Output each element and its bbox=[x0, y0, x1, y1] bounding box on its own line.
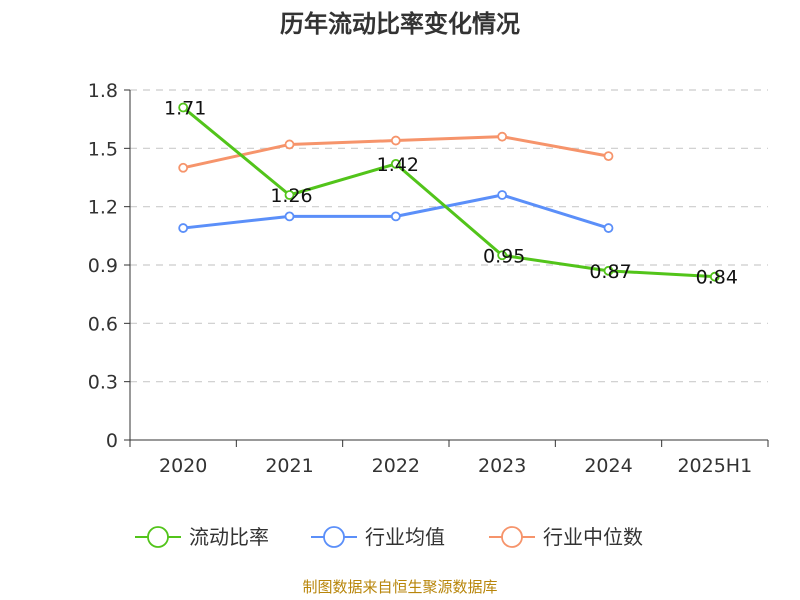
data-point bbox=[390, 158, 401, 169]
x-tick-label: 2020 bbox=[159, 455, 207, 477]
data-point bbox=[497, 250, 508, 261]
series-line bbox=[182, 106, 715, 279]
data-point bbox=[390, 135, 401, 146]
x-tick-label: 2022 bbox=[372, 455, 420, 477]
data-point bbox=[497, 131, 508, 142]
chart-title: 历年流动比率变化情况 bbox=[280, 10, 520, 38]
y-tick-label: 0.6 bbox=[88, 313, 118, 335]
legend-marker bbox=[323, 526, 345, 548]
data-label: 1.71 bbox=[164, 98, 206, 120]
data-label: 1.26 bbox=[270, 185, 312, 207]
data-point bbox=[497, 190, 508, 200]
legend-marker bbox=[501, 526, 523, 548]
axes: 0 0.3 0.6 0.9 1.2 1.5 1.8 2020 2021 2022 2023 2024 2… bbox=[88, 80, 769, 477]
x-tick-label: 2024 bbox=[584, 455, 632, 477]
data-point bbox=[284, 211, 295, 222]
data-point bbox=[709, 271, 720, 282]
y-tick-label: 0.9 bbox=[88, 255, 118, 277]
legend-label: 行业中位数 bbox=[543, 525, 643, 549]
grid bbox=[130, 89, 768, 383]
data-point bbox=[603, 265, 614, 276]
data-point bbox=[603, 151, 614, 162]
data-point bbox=[284, 190, 295, 200]
data-label: 0.87 bbox=[589, 261, 631, 283]
series-group bbox=[178, 102, 720, 282]
data-labels: 1.71 1.26 1.42 0.95 0.87 0.84 bbox=[164, 98, 738, 289]
x-tick-label: 2021 bbox=[265, 455, 313, 477]
data-label: 1.42 bbox=[377, 154, 419, 176]
y-tick-label: 1.8 bbox=[88, 80, 118, 102]
data-point bbox=[178, 223, 189, 233]
source-note: 制图数据来自恒生聚源数据库 bbox=[302, 578, 497, 596]
data-point bbox=[178, 162, 189, 173]
legend-label: 行业均值 bbox=[365, 525, 445, 549]
y-tick-label: 0 bbox=[106, 430, 118, 452]
data-point bbox=[178, 102, 189, 113]
y-tick-label: 1.5 bbox=[88, 138, 118, 160]
data-point bbox=[284, 139, 295, 150]
legend-label: 流动比率 bbox=[189, 525, 269, 549]
data-point bbox=[390, 211, 401, 222]
legend: 流动比率 行业均值 行业中位数 bbox=[135, 525, 643, 549]
data-point bbox=[603, 223, 614, 233]
data-label: 0.84 bbox=[696, 267, 738, 289]
data-label: 0.95 bbox=[483, 245, 525, 267]
x-tick-label: 2025H1 bbox=[677, 455, 752, 477]
x-tick-label: 2023 bbox=[478, 455, 526, 477]
y-tick-label: 1.2 bbox=[88, 197, 118, 219]
y-tick-label: 0.3 bbox=[88, 372, 118, 394]
legend-marker bbox=[147, 526, 169, 548]
